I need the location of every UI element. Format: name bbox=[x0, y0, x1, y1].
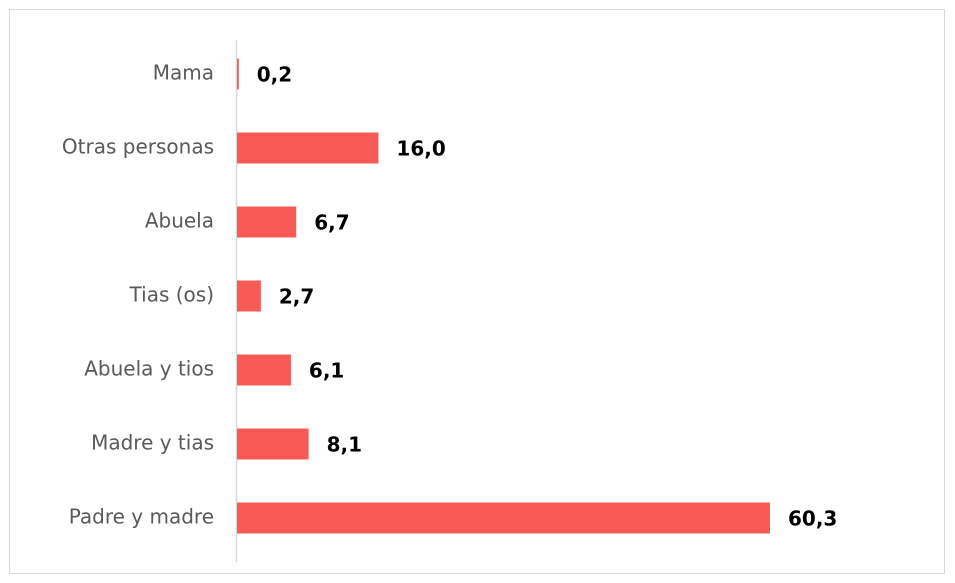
chart-frame bbox=[9, 9, 945, 574]
value-label: 6,7 bbox=[314, 211, 349, 235]
bar-1 bbox=[237, 132, 379, 164]
bar-6 bbox=[237, 502, 770, 534]
value-label: 6,1 bbox=[309, 359, 344, 383]
category-label: Abuela y tios bbox=[84, 357, 214, 381]
bar-0 bbox=[237, 58, 239, 90]
category-label: Madre y tias bbox=[91, 431, 214, 455]
category-label: Padre y madre bbox=[69, 505, 214, 529]
bar-5 bbox=[237, 428, 309, 460]
bars-group bbox=[237, 58, 770, 534]
category-label: Mama bbox=[153, 61, 214, 85]
value-label: 60,3 bbox=[788, 507, 837, 531]
bar-4 bbox=[237, 354, 291, 386]
category-label: Tias (os) bbox=[129, 283, 214, 307]
category-label: Otras personas bbox=[62, 135, 214, 159]
value-label: 8,1 bbox=[327, 433, 362, 457]
category-label: Abuela bbox=[145, 209, 214, 233]
value-label: 0,2 bbox=[257, 63, 292, 87]
bar-2 bbox=[237, 206, 297, 238]
value-labels-group: 0,2 16,0 6,7 2,7 6,1 8,1 60,3 bbox=[257, 63, 838, 531]
value-label: 16,0 bbox=[396, 137, 445, 161]
bar-3 bbox=[237, 280, 261, 312]
value-label: 2,7 bbox=[279, 285, 314, 309]
category-labels-group: Mama Otras personas Abuela Tias (os) Abuela … bbox=[62, 61, 214, 529]
